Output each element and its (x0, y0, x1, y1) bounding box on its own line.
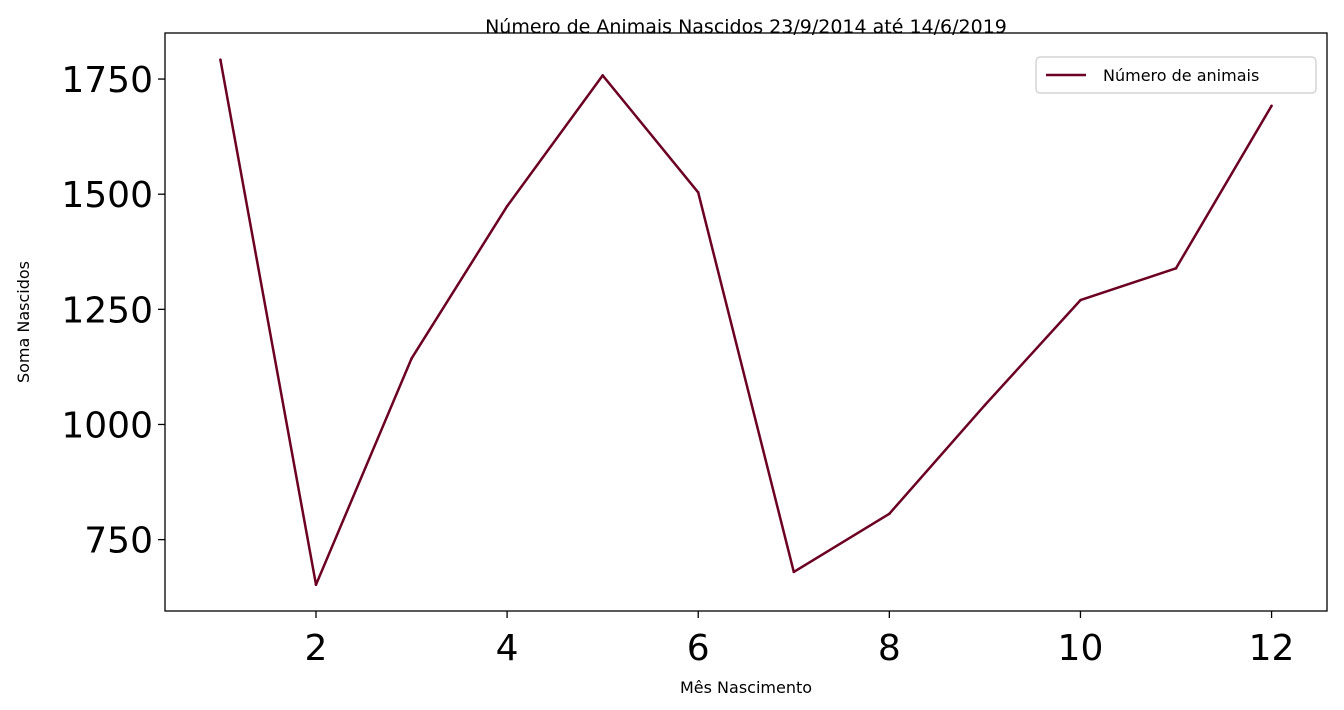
x-tick-label: 8 (878, 628, 901, 669)
legend-label: Número de animais (1103, 66, 1259, 85)
data-point (1270, 104, 1273, 108)
series-layer (219, 58, 1273, 587)
data-point (410, 357, 413, 360)
data-point (219, 58, 222, 62)
y-tick-label: 1750 (61, 60, 153, 101)
y-axis: 750 1000 1250 1500 1750 (61, 60, 165, 562)
legend: Número de animais (1035, 56, 1317, 94)
chart-title: Número de Animais Nascidos 23/9/2014 até… (485, 16, 1007, 38)
y-tick-label: 1000 (61, 405, 153, 446)
data-point (1079, 298, 1082, 302)
data-point (1174, 267, 1178, 270)
plot-area (164, 32, 1328, 612)
y-tick-label: 1500 (61, 175, 153, 216)
x-tick-label: 2 (305, 628, 328, 669)
plot-frame (164, 32, 1328, 612)
data-point (983, 403, 987, 407)
data-point (505, 204, 509, 208)
data-point (696, 191, 700, 194)
x-tick-label: 4 (496, 628, 519, 669)
x-tick-label: 6 (687, 628, 710, 669)
legend-box (1035, 56, 1317, 94)
y-axis-label: Soma Nascidos (14, 261, 33, 383)
series-line (219, 59, 1273, 586)
data-point (601, 74, 604, 77)
data-point (792, 570, 796, 574)
y-tick-label: 1250 (61, 290, 153, 331)
x-tick-label: 12 (1249, 628, 1295, 669)
x-axis-label: Mês Nascimento (680, 678, 812, 697)
x-tick-label: 10 (1058, 628, 1104, 669)
x-axis: 2 4 6 8 10 12 (305, 611, 1295, 669)
data-point (314, 583, 318, 587)
data-point (888, 512, 891, 516)
y-tick-label: 750 (84, 521, 153, 562)
